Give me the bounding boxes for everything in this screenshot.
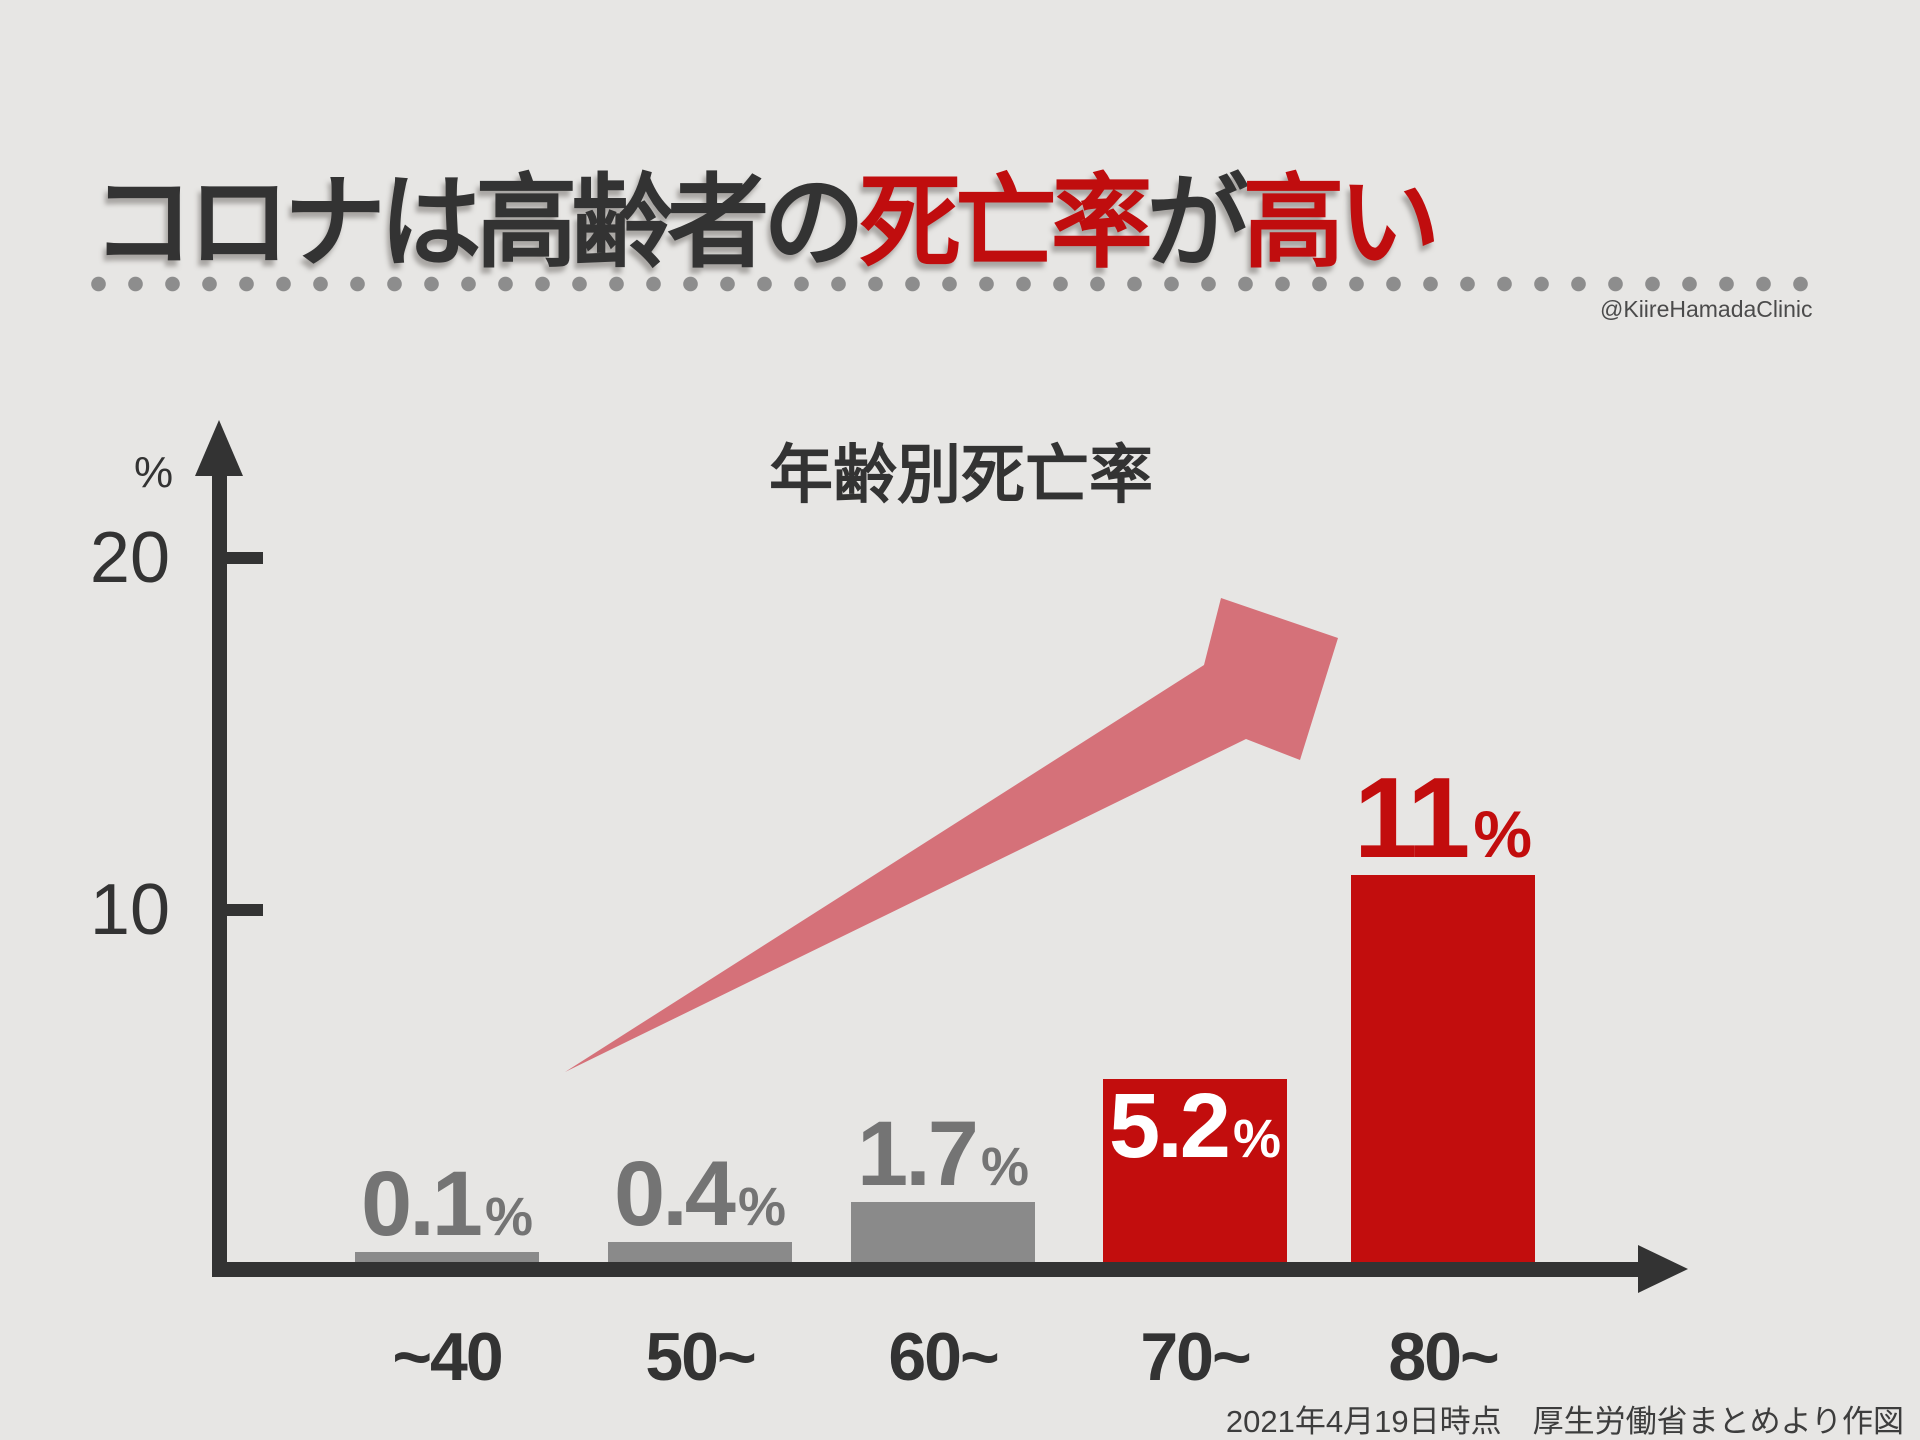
value-percent-sign: % <box>737 1176 786 1237</box>
value-number: 1.7 <box>857 1102 979 1205</box>
category-label-60~: 60~ <box>888 1319 999 1395</box>
title-segment: 死亡率 <box>859 166 1153 281</box>
y-axis <box>212 462 227 1277</box>
x-axis-arrowhead-icon <box>1638 1245 1688 1293</box>
value-percent-sign: % <box>484 1186 533 1247</box>
value-percent-sign: % <box>1473 796 1533 871</box>
chart-title: 年齢別死亡率 <box>769 439 1153 511</box>
y-axis-unit-label: % <box>134 448 174 497</box>
value-number: 11 <box>1353 754 1470 882</box>
category-label-50~: 50~ <box>645 1319 756 1395</box>
value-number: 5.2 <box>1109 1075 1231 1177</box>
x-axis <box>212 1262 1642 1277</box>
y-tick-mark <box>227 904 263 916</box>
attribution-credit: @KiireHamadaClinic <box>1600 296 1813 322</box>
value-label-70~: 5.2% <box>1109 1080 1281 1172</box>
y-tick-mark <box>227 552 263 564</box>
bar-70~ <box>1103 1079 1287 1262</box>
category-label-~40: ~40 <box>392 1319 503 1395</box>
bar-60~ <box>851 1202 1035 1262</box>
bar-~40 <box>355 1252 539 1262</box>
bar-80~ <box>1351 875 1535 1262</box>
value-label-60~: 1.7% <box>857 1108 1029 1200</box>
value-percent-sign: % <box>980 1136 1029 1197</box>
value-number: 0.1 <box>361 1152 483 1255</box>
title-segment: 高い <box>1242 166 1441 281</box>
title-segment: コロナは <box>92 166 482 281</box>
source-note: 2021年4月19日時点 厚生労働省まとめより作図 <box>1225 1404 1904 1439</box>
value-percent-sign: % <box>1232 1109 1281 1169</box>
category-label-80~: 80~ <box>1388 1319 1499 1395</box>
category-label-70~: 70~ <box>1140 1319 1251 1395</box>
value-label-80~: 11% <box>1354 761 1532 875</box>
bar-50~ <box>608 1242 792 1262</box>
value-label-~40: 0.1% <box>361 1158 533 1250</box>
title-segment: 高齢者 <box>475 166 770 281</box>
value-label-50~: 0.4% <box>614 1148 786 1240</box>
title-segment: が <box>1146 166 1249 281</box>
page-title: コロナは高齢者の死亡率が高い <box>92 160 1441 288</box>
trend-arrow-shape <box>565 598 1338 1072</box>
value-number: 0.4 <box>614 1142 736 1245</box>
title-segment: の <box>763 166 865 281</box>
y-tick-label: 10 <box>89 870 170 950</box>
dotted-divider <box>80 276 1814 292</box>
y-tick-label: 20 <box>89 518 170 598</box>
